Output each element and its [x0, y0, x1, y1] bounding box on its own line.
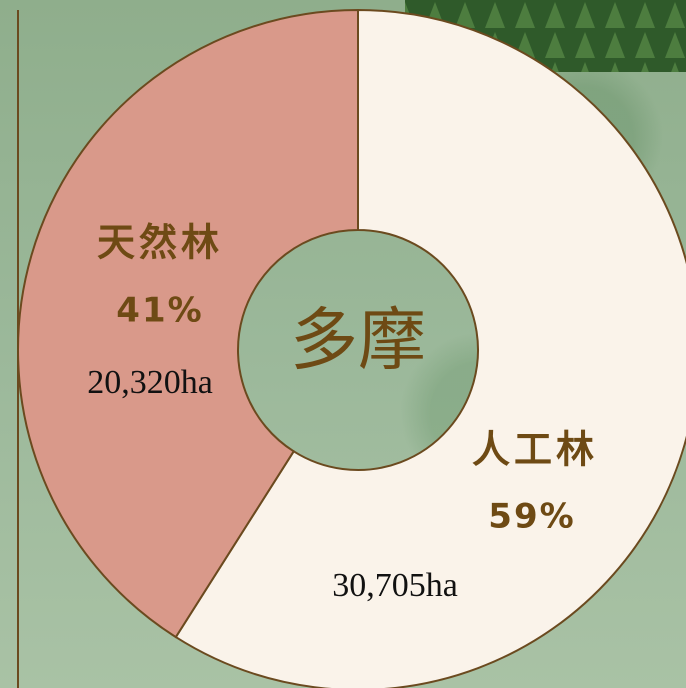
value-label: 41% [116, 291, 203, 331]
category-label: 天然林 [97, 221, 223, 265]
area-label: 20,320ha [87, 364, 213, 401]
page: 多摩 人工林 59% 30,705ha 天然林 41% 20,320ha [0, 0, 686, 688]
center-label: 多摩 [290, 302, 426, 381]
chart: 多摩 人工林 59% 30,705ha 天然林 41% 20,320ha [0, 0, 686, 688]
category-label: 人工林 [472, 428, 598, 472]
value-label: 59% [488, 497, 575, 537]
area-label: 30,705ha [332, 567, 458, 604]
